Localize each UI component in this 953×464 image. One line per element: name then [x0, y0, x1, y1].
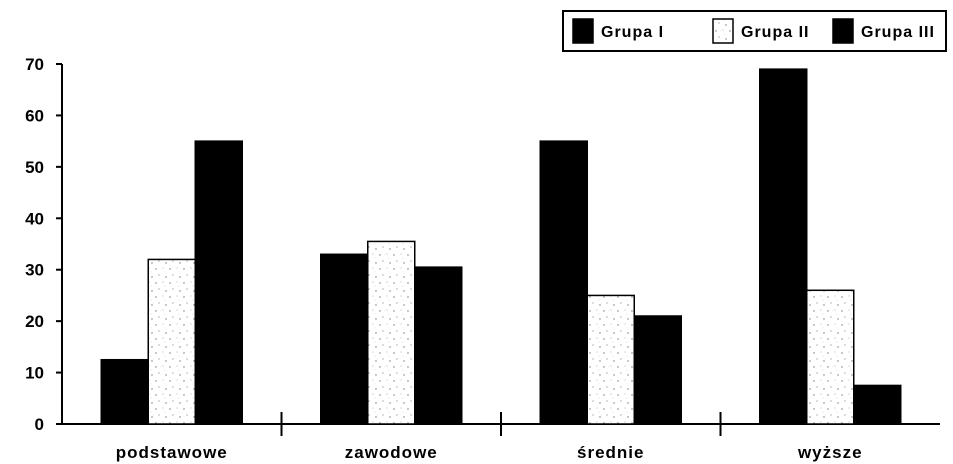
bar-grupa-ii-podstawowe [147, 258, 196, 425]
bar-grupa-ii-wyzsze [806, 289, 855, 425]
legend-swatch-grupa-ii [712, 18, 734, 44]
y-tick-label: 60 [25, 106, 44, 125]
bar-grupa-i-wyzsze [759, 68, 808, 425]
bars [100, 68, 902, 425]
legend-items: Grupa I Grupa II Grupa III [572, 18, 935, 44]
legend: Grupa I Grupa II Grupa III [562, 10, 947, 52]
bar-grupa-iii-srednie [633, 315, 682, 425]
legend-label-grupa-iii: Grupa III [861, 24, 935, 41]
bar-grupa-iii-podstawowe [194, 140, 243, 425]
y-tick-label: 50 [25, 158, 44, 177]
bar-grupa-iii-zawodowe [414, 266, 463, 425]
x-separators [280, 412, 722, 436]
category-label-wyzsze: wyższe [797, 443, 863, 462]
y-tick-label: 0 [35, 415, 44, 434]
y-tick-label: 20 [25, 312, 44, 331]
y-tick-label: 30 [25, 261, 44, 280]
category-label-srednie: średnie [577, 443, 644, 462]
y-ticks: 0 10 20 30 40 50 60 70 [25, 55, 62, 434]
y-tick-label: 10 [25, 364, 44, 383]
legend-frame [562, 10, 947, 52]
bar-grupa-i-zawodowe [320, 253, 369, 425]
bar-grupa-ii-zawodowe [367, 240, 416, 425]
legend-swatch-grupa-iii [832, 18, 854, 44]
y-tick-label: 70 [25, 55, 44, 74]
bar-grupa-i-srednie [539, 140, 588, 425]
legend-label-grupa-ii: Grupa II [741, 24, 809, 41]
bar-grupa-i-podstawowe [100, 358, 149, 425]
legend-swatch-grupa-i [572, 18, 594, 44]
bar-grupa-ii-srednie [586, 294, 635, 425]
legend-label-grupa-i: Grupa I [601, 24, 664, 41]
category-label-podstawowe: podstawowe [116, 443, 228, 462]
category-label-zawodowe: zawodowe [345, 443, 438, 462]
bar-grupa-iii-wyzsze [853, 384, 902, 425]
x-labels: podstawowe zawodowe średnie wyższe [116, 443, 863, 462]
y-tick-label: 40 [25, 209, 44, 228]
